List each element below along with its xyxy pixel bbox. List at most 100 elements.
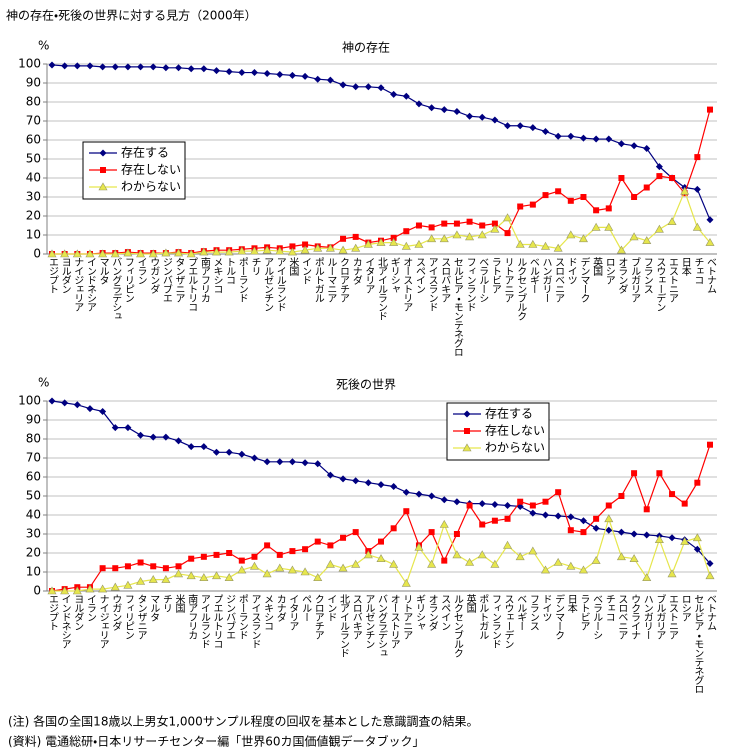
x-tick-label: オーストリア bbox=[388, 594, 399, 649]
marker bbox=[542, 498, 549, 505]
marker bbox=[479, 521, 486, 528]
marker bbox=[175, 64, 183, 72]
marker bbox=[490, 559, 500, 568]
marker bbox=[225, 68, 233, 76]
marker bbox=[605, 526, 613, 534]
marker bbox=[401, 241, 411, 250]
marker bbox=[137, 431, 145, 439]
marker bbox=[224, 247, 234, 256]
marker bbox=[491, 220, 498, 227]
marker bbox=[338, 563, 348, 572]
marker bbox=[99, 63, 107, 71]
marker bbox=[98, 249, 108, 258]
x-tick-label: エジプト bbox=[47, 257, 59, 293]
chart-title: 神の存在 bbox=[342, 40, 390, 55]
marker bbox=[705, 571, 715, 580]
marker bbox=[529, 124, 537, 132]
y-tick-label: 80 bbox=[26, 432, 41, 446]
marker bbox=[415, 490, 423, 498]
marker bbox=[48, 61, 56, 69]
marker bbox=[276, 458, 284, 466]
marker bbox=[263, 458, 271, 466]
marker bbox=[567, 513, 575, 521]
y-unit: % bbox=[38, 39, 49, 53]
marker bbox=[213, 551, 220, 558]
x-tick-label: チェコ bbox=[692, 257, 703, 285]
legend-marker bbox=[463, 410, 471, 418]
marker bbox=[490, 224, 500, 233]
marker bbox=[579, 134, 587, 142]
marker bbox=[427, 234, 437, 243]
marker bbox=[224, 573, 234, 581]
marker bbox=[554, 132, 562, 140]
marker bbox=[339, 475, 347, 483]
marker bbox=[250, 69, 258, 77]
legend-marker bbox=[99, 149, 107, 157]
marker bbox=[693, 185, 701, 193]
x-tick-label: カナダ bbox=[350, 257, 362, 285]
marker bbox=[73, 62, 81, 70]
marker bbox=[643, 184, 650, 191]
marker bbox=[681, 500, 688, 507]
x-tick-label: セルビア・モンテネグロ bbox=[692, 594, 704, 693]
y-tick-label: 30 bbox=[26, 527, 41, 541]
x-tick-label: チェコ bbox=[603, 594, 614, 622]
marker bbox=[238, 69, 246, 77]
marker bbox=[553, 557, 563, 566]
x-tick-label: ウガンダ bbox=[110, 594, 122, 631]
x-tick-label: ルーマニア bbox=[325, 257, 337, 303]
marker bbox=[591, 222, 601, 231]
marker bbox=[111, 63, 119, 71]
marker bbox=[656, 173, 663, 180]
marker bbox=[692, 533, 702, 542]
marker bbox=[289, 243, 296, 250]
marker bbox=[288, 458, 296, 466]
marker bbox=[692, 222, 702, 231]
marker bbox=[504, 502, 512, 509]
chart-title: 死後の世界 bbox=[336, 378, 396, 392]
marker bbox=[123, 580, 133, 589]
x-tick-label: フィンランド bbox=[464, 257, 475, 311]
marker bbox=[262, 569, 272, 578]
x-tick-label: ポーランド bbox=[236, 257, 248, 302]
marker bbox=[211, 571, 222, 580]
legend-marker bbox=[464, 428, 470, 434]
marker bbox=[389, 237, 399, 246]
marker bbox=[591, 555, 601, 564]
marker bbox=[276, 70, 284, 78]
x-tick-label: マルタ bbox=[148, 594, 160, 622]
marker bbox=[339, 81, 347, 89]
marker bbox=[287, 247, 297, 256]
marker bbox=[453, 531, 460, 537]
y-tick-label: 70 bbox=[26, 451, 41, 465]
marker bbox=[340, 534, 347, 541]
marker bbox=[302, 546, 309, 553]
marker bbox=[466, 502, 473, 509]
x-tick-label: チリ bbox=[160, 594, 171, 612]
marker bbox=[162, 433, 170, 441]
marker bbox=[124, 63, 132, 71]
marker bbox=[378, 538, 384, 545]
marker bbox=[440, 106, 448, 114]
marker bbox=[149, 63, 157, 71]
marker bbox=[85, 249, 95, 258]
marker bbox=[352, 233, 359, 240]
marker bbox=[629, 554, 639, 562]
marker bbox=[352, 83, 360, 91]
x-tick-label: アルゼンチン bbox=[363, 594, 375, 648]
marker bbox=[503, 213, 513, 222]
marker bbox=[213, 67, 220, 75]
x-tick-label: プエルトリコ bbox=[186, 257, 198, 312]
x-tick-label: 英国 bbox=[464, 593, 476, 614]
legend-label: 存在しない bbox=[121, 163, 181, 177]
marker bbox=[188, 555, 195, 562]
marker bbox=[351, 243, 361, 252]
marker bbox=[48, 397, 56, 405]
marker bbox=[542, 127, 549, 135]
marker bbox=[694, 479, 701, 486]
marker bbox=[86, 405, 94, 413]
marker bbox=[327, 542, 334, 549]
marker bbox=[161, 248, 171, 257]
marker bbox=[124, 424, 132, 432]
marker bbox=[643, 506, 650, 513]
